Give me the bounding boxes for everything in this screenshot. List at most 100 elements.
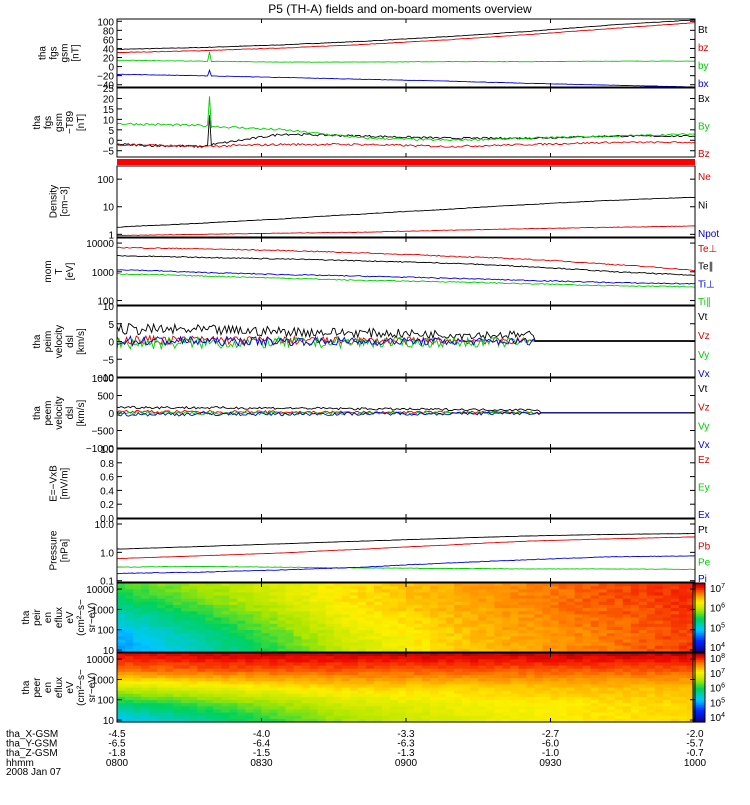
heatmap-cell xyxy=(646,586,656,590)
heatmap-cell xyxy=(325,703,335,707)
heatmap-cell xyxy=(510,684,519,689)
y-axis-label-line: Pressure xyxy=(49,530,60,570)
heatmap-cell xyxy=(333,589,343,594)
heatmap-cell xyxy=(245,681,255,685)
heatmap-cell xyxy=(389,684,399,689)
heatmap-cell xyxy=(157,659,166,664)
colorbar-segment xyxy=(693,629,705,632)
heatmap-cell xyxy=(454,706,463,711)
heatmap-cell xyxy=(686,614,696,619)
heatmap-cell xyxy=(534,678,544,682)
heatmap-cell xyxy=(454,665,463,670)
heatmap-cell xyxy=(301,674,311,679)
colorbar-segment xyxy=(693,697,705,701)
legend-label: By xyxy=(698,122,710,133)
heatmap-cell xyxy=(285,623,295,628)
heatmap-cell xyxy=(414,645,423,650)
heatmap-cell xyxy=(149,583,158,587)
heatmap-cell xyxy=(630,681,640,685)
heatmap-cell xyxy=(678,620,688,625)
heatmap-cell xyxy=(654,659,664,664)
heatmap-cell xyxy=(478,645,487,650)
heatmap-cell xyxy=(189,693,198,698)
heatmap-cell xyxy=(149,617,158,622)
heatmap-cell xyxy=(381,712,391,717)
heatmap-cell xyxy=(574,611,584,615)
heatmap-cell xyxy=(606,656,616,660)
heatmap-cell xyxy=(606,620,616,625)
heatmap-cell xyxy=(333,614,343,619)
heatmap-cell xyxy=(526,709,536,714)
heatmap-cell xyxy=(486,706,495,711)
heatmap-cell xyxy=(598,626,608,631)
heatmap-cell xyxy=(638,662,648,667)
heatmap-cell xyxy=(542,662,552,667)
heatmap-cell xyxy=(245,718,255,723)
heatmap-cell xyxy=(622,583,632,587)
heatmap-cell xyxy=(213,592,222,597)
heatmap-cell xyxy=(622,700,632,704)
heatmap-cell xyxy=(309,583,319,587)
legend-label: Pt xyxy=(698,525,708,536)
heatmap-cell xyxy=(197,592,206,597)
heatmap-cell xyxy=(654,681,664,685)
heatmap-cell xyxy=(333,653,343,657)
heatmap-cell xyxy=(502,583,511,587)
heatmap-cell xyxy=(197,653,206,657)
series-line-ti xyxy=(116,269,696,285)
heatmap-cell xyxy=(406,592,415,597)
heatmap-cell xyxy=(149,586,158,590)
heatmap-cell xyxy=(325,617,335,622)
heatmap-cell xyxy=(654,617,664,622)
heatmap-cell xyxy=(301,671,311,676)
colorbar-segment xyxy=(693,680,705,683)
heatmap-cell xyxy=(365,626,375,631)
heatmap-cell xyxy=(253,648,263,653)
heatmap-cell xyxy=(157,678,166,682)
heatmap-cell xyxy=(133,589,142,594)
heatmap-cell xyxy=(269,718,279,723)
heatmap-cell xyxy=(654,630,664,634)
heatmap-cell xyxy=(670,718,680,723)
heatmap-cell xyxy=(518,604,528,609)
heatmap-cell xyxy=(526,715,536,720)
heatmap-cell xyxy=(197,681,206,685)
heatmap-cell xyxy=(638,668,648,673)
heatmap-cell xyxy=(261,645,271,650)
heatmap-cell xyxy=(189,684,198,689)
heatmap-cell xyxy=(117,681,126,685)
heatmap-cell xyxy=(662,583,672,587)
heatmap-cell xyxy=(566,659,576,664)
heatmap-cell xyxy=(205,586,214,590)
heatmap-cell xyxy=(141,589,150,594)
heatmap-cell xyxy=(197,604,206,609)
heatmap-cell xyxy=(301,681,311,685)
heatmap-cell xyxy=(349,630,359,634)
heatmap-cell xyxy=(486,665,495,670)
heatmap-cell xyxy=(117,583,126,587)
heatmap-cell xyxy=(470,604,479,609)
colorbar-segment xyxy=(693,659,705,663)
heatmap-cell xyxy=(373,681,383,685)
heatmap-cell xyxy=(438,611,447,615)
heatmap-cell xyxy=(686,626,696,631)
heatmap-cell xyxy=(125,678,134,682)
heatmap-cell xyxy=(590,601,600,606)
heatmap-cell xyxy=(678,696,688,701)
heatmap-cell xyxy=(542,703,552,707)
heatmap-cell xyxy=(317,626,327,631)
heatmap-cell xyxy=(438,648,447,653)
heatmap-cell xyxy=(526,604,536,609)
heatmap-cell xyxy=(293,630,303,634)
heatmap-cell xyxy=(470,589,479,594)
heatmap-cell xyxy=(582,604,592,609)
heatmap-cell xyxy=(422,681,431,685)
heatmap-cell xyxy=(293,595,303,600)
heatmap-cell xyxy=(293,678,303,682)
heatmap-cell xyxy=(285,665,295,670)
heatmap-cell xyxy=(510,712,519,717)
heatmap-cell xyxy=(253,653,263,657)
heatmap-cell xyxy=(333,662,343,667)
heatmap-cell xyxy=(397,614,407,619)
heatmap-cell xyxy=(357,662,367,667)
